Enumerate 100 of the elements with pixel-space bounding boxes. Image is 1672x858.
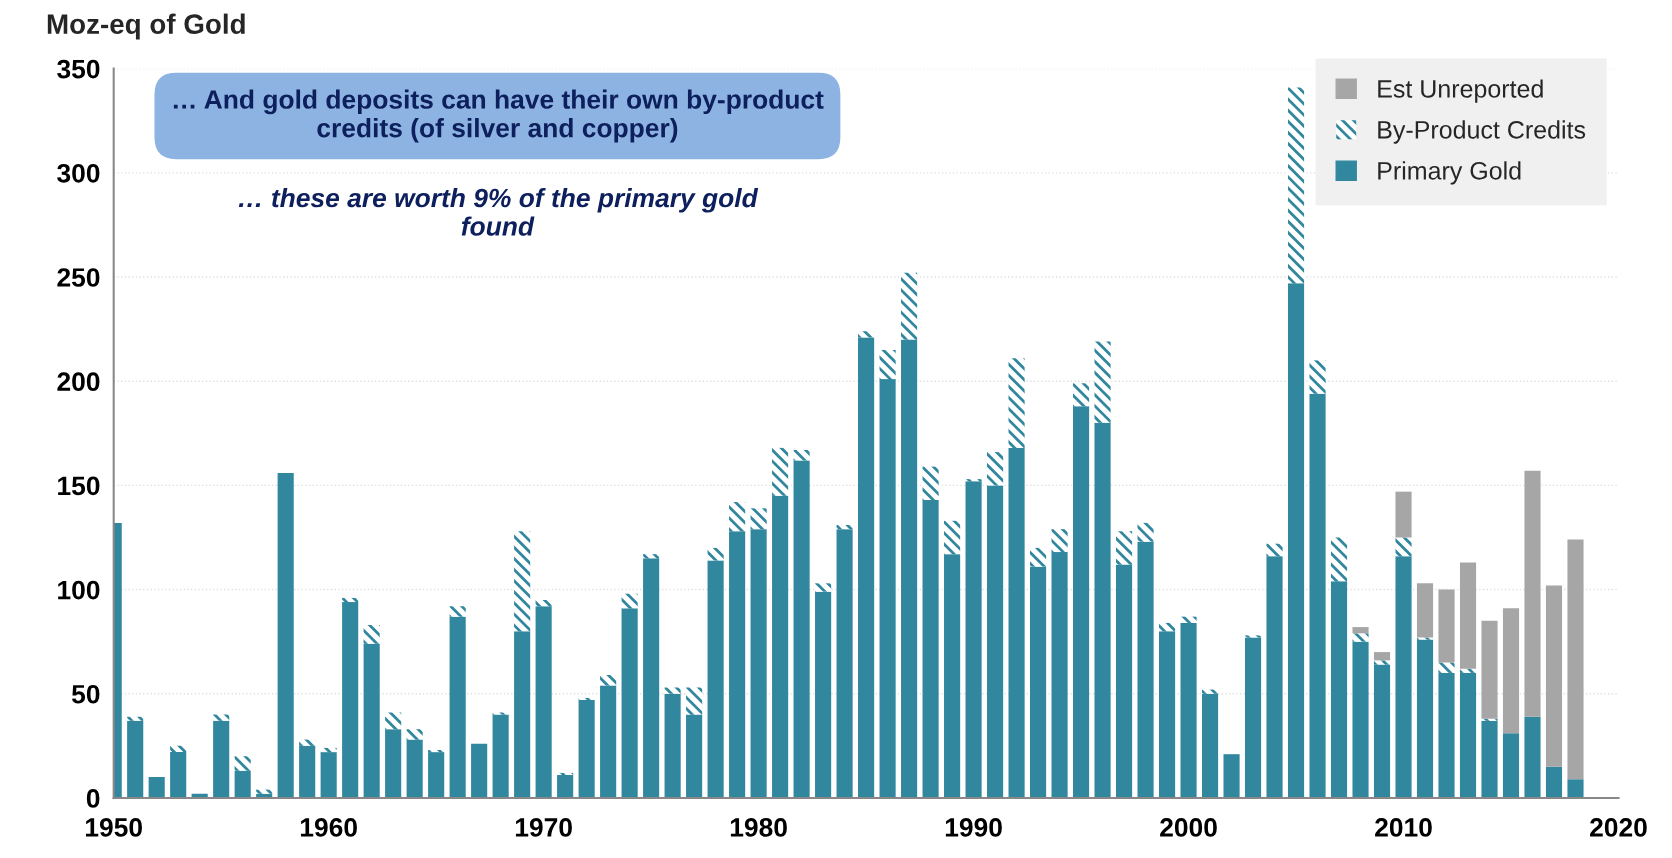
bar [1567,779,1584,798]
bar [363,624,380,644]
bar [750,508,767,530]
bar [1201,693,1219,798]
legend-label: Primary Gold [1378,161,1521,185]
bar [1030,566,1047,798]
bar [1352,633,1369,642]
bar [127,716,144,721]
annotation: … And gold deposits can have their own by-product credits (of silver and copper) [173,89,824,143]
y-tick-label: 300 [57,163,100,183]
bar [1330,581,1348,798]
bar [234,770,251,798]
bar [750,529,767,798]
x-tick-label: 2020 [1590,818,1647,837]
bar [1030,547,1047,567]
bar [1502,608,1520,734]
bar [514,531,531,632]
bar [600,675,617,686]
x-tick-label: 1990 [945,818,1002,837]
bar [1395,537,1412,557]
bar [987,452,1004,486]
bar [385,712,402,730]
bar [664,687,681,694]
bar [879,349,896,380]
y-tick-label: 150 [58,476,100,496]
x-tick-label: 1960 [300,818,357,837]
bar [1116,531,1133,565]
bar [729,531,746,798]
bar [815,591,832,798]
bar [1223,754,1240,798]
bar [1373,660,1391,665]
bar [213,720,230,798]
bar [944,554,961,798]
bar [449,606,466,617]
bar [428,752,445,798]
bar [1459,562,1477,669]
annotation: … these are worth 9% of the primary gold found [238,187,759,236]
bar [449,616,466,798]
bar [557,772,574,776]
bar [1051,552,1068,798]
bar [1180,616,1197,623]
bar [1459,672,1477,798]
bar [965,479,982,482]
bar [1395,556,1412,798]
bar [1330,537,1348,582]
bar [492,714,509,798]
bar [707,560,724,798]
bar [535,599,552,607]
bar [1352,641,1369,798]
bar [1244,637,1262,798]
bar [1287,87,1305,284]
bar [1309,393,1326,798]
bar [1438,672,1455,798]
bar [686,714,703,798]
bar [385,729,402,798]
bar [1266,543,1283,557]
bar [406,729,423,740]
bar [1094,422,1111,798]
bar [922,466,939,500]
bar [1416,639,1434,798]
bar [1373,652,1391,661]
y-tick-label: 50 [71,684,100,704]
x-tick-label: 2010 [1375,818,1432,837]
bar [1008,447,1025,798]
bar [1416,637,1434,640]
bar [1438,589,1455,663]
bar [213,714,230,721]
bar [965,481,982,798]
legend-label: By-Product Credits [1378,120,1586,144]
bar [858,337,875,798]
bar [643,558,660,798]
bar [772,495,789,798]
bar [320,752,337,798]
bar [664,693,681,798]
bar [363,643,380,798]
bar [1373,664,1391,798]
bar [170,745,187,753]
bar [1545,766,1563,798]
bar [277,472,294,798]
bar [707,547,724,561]
bar [471,743,488,798]
bar [1073,383,1090,407]
bar [1158,631,1176,798]
bar [320,747,337,753]
bar [1008,358,1025,448]
bar [342,597,359,603]
bar [1395,491,1412,538]
bar [148,777,165,798]
bar [1244,635,1262,638]
bar [793,449,810,461]
bar [406,739,423,798]
bar [901,272,918,340]
bar [686,687,703,715]
bar [578,700,595,798]
bar [234,756,251,771]
bar [127,720,144,798]
x-tick-label: 1980 [730,818,787,837]
bar [1287,283,1305,798]
bar [1352,627,1369,634]
bar [621,608,638,798]
